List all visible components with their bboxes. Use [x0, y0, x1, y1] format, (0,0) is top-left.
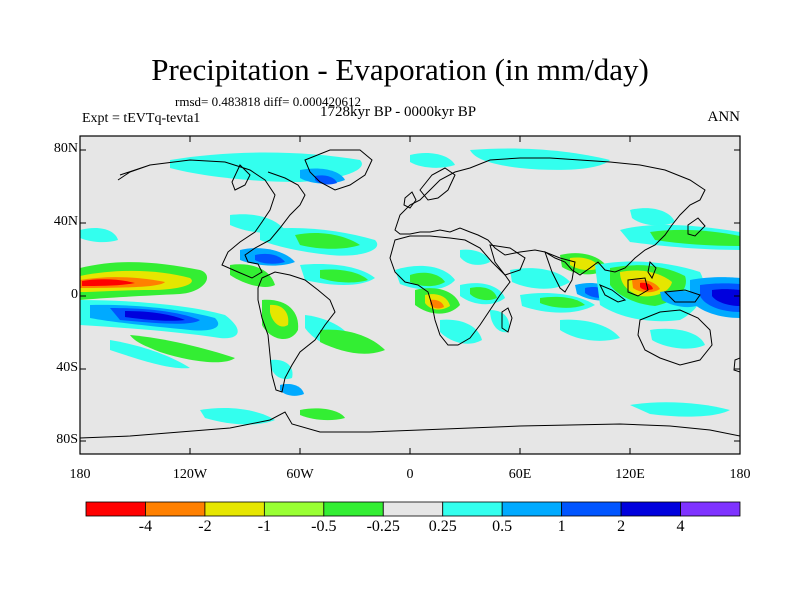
precip-evap-map	[0, 0, 800, 600]
lon-tick-60e: 60E	[490, 467, 550, 483]
colorbar-swatch-4	[324, 502, 383, 516]
lat-tick-80s: 80S	[28, 432, 78, 448]
lat-tick-0: 0	[28, 287, 78, 303]
colorbar-swatch-6	[443, 502, 502, 516]
lat-tick-40n: 40N	[28, 214, 78, 230]
colorbar-swatch-2	[205, 502, 264, 516]
colorbar-swatch-5	[383, 502, 442, 516]
colorbar-label-7: 1	[537, 518, 587, 536]
lon-tick-180w: 180	[50, 467, 110, 483]
colorbar	[86, 502, 740, 516]
colorbar-swatch-9	[621, 502, 680, 516]
colorbar-swatch-0	[86, 502, 145, 516]
colorbar-label-6: 0.5	[477, 518, 527, 536]
colorbar-swatch-8	[562, 502, 621, 516]
colorbar-swatch-7	[502, 502, 561, 516]
colorbar-label-3: -0.5	[299, 518, 349, 536]
colorbar-label-5: 0.25	[418, 518, 468, 536]
colorbar-swatch-10	[681, 502, 740, 516]
lat-tick-80n: 80N	[28, 141, 78, 157]
lon-tick-180e: 180	[710, 467, 770, 483]
lon-tick-120e: 120E	[600, 467, 660, 483]
colorbar-label-9: 4	[656, 518, 706, 536]
colorbar-label-4: -0.25	[358, 518, 408, 536]
colorbar-label-1: -2	[180, 518, 230, 536]
lon-tick-120w: 120W	[160, 467, 220, 483]
lon-tick-0: 0	[380, 467, 440, 483]
lon-tick-60w: 60W	[270, 467, 330, 483]
colorbar-label-8: 2	[596, 518, 646, 536]
lat-tick-40s: 40S	[28, 360, 78, 376]
colorbar-label-2: -1	[239, 518, 289, 536]
colorbar-label-0: -4	[120, 518, 170, 536]
colorbar-swatch-1	[145, 502, 204, 516]
colorbar-swatch-3	[264, 502, 323, 516]
